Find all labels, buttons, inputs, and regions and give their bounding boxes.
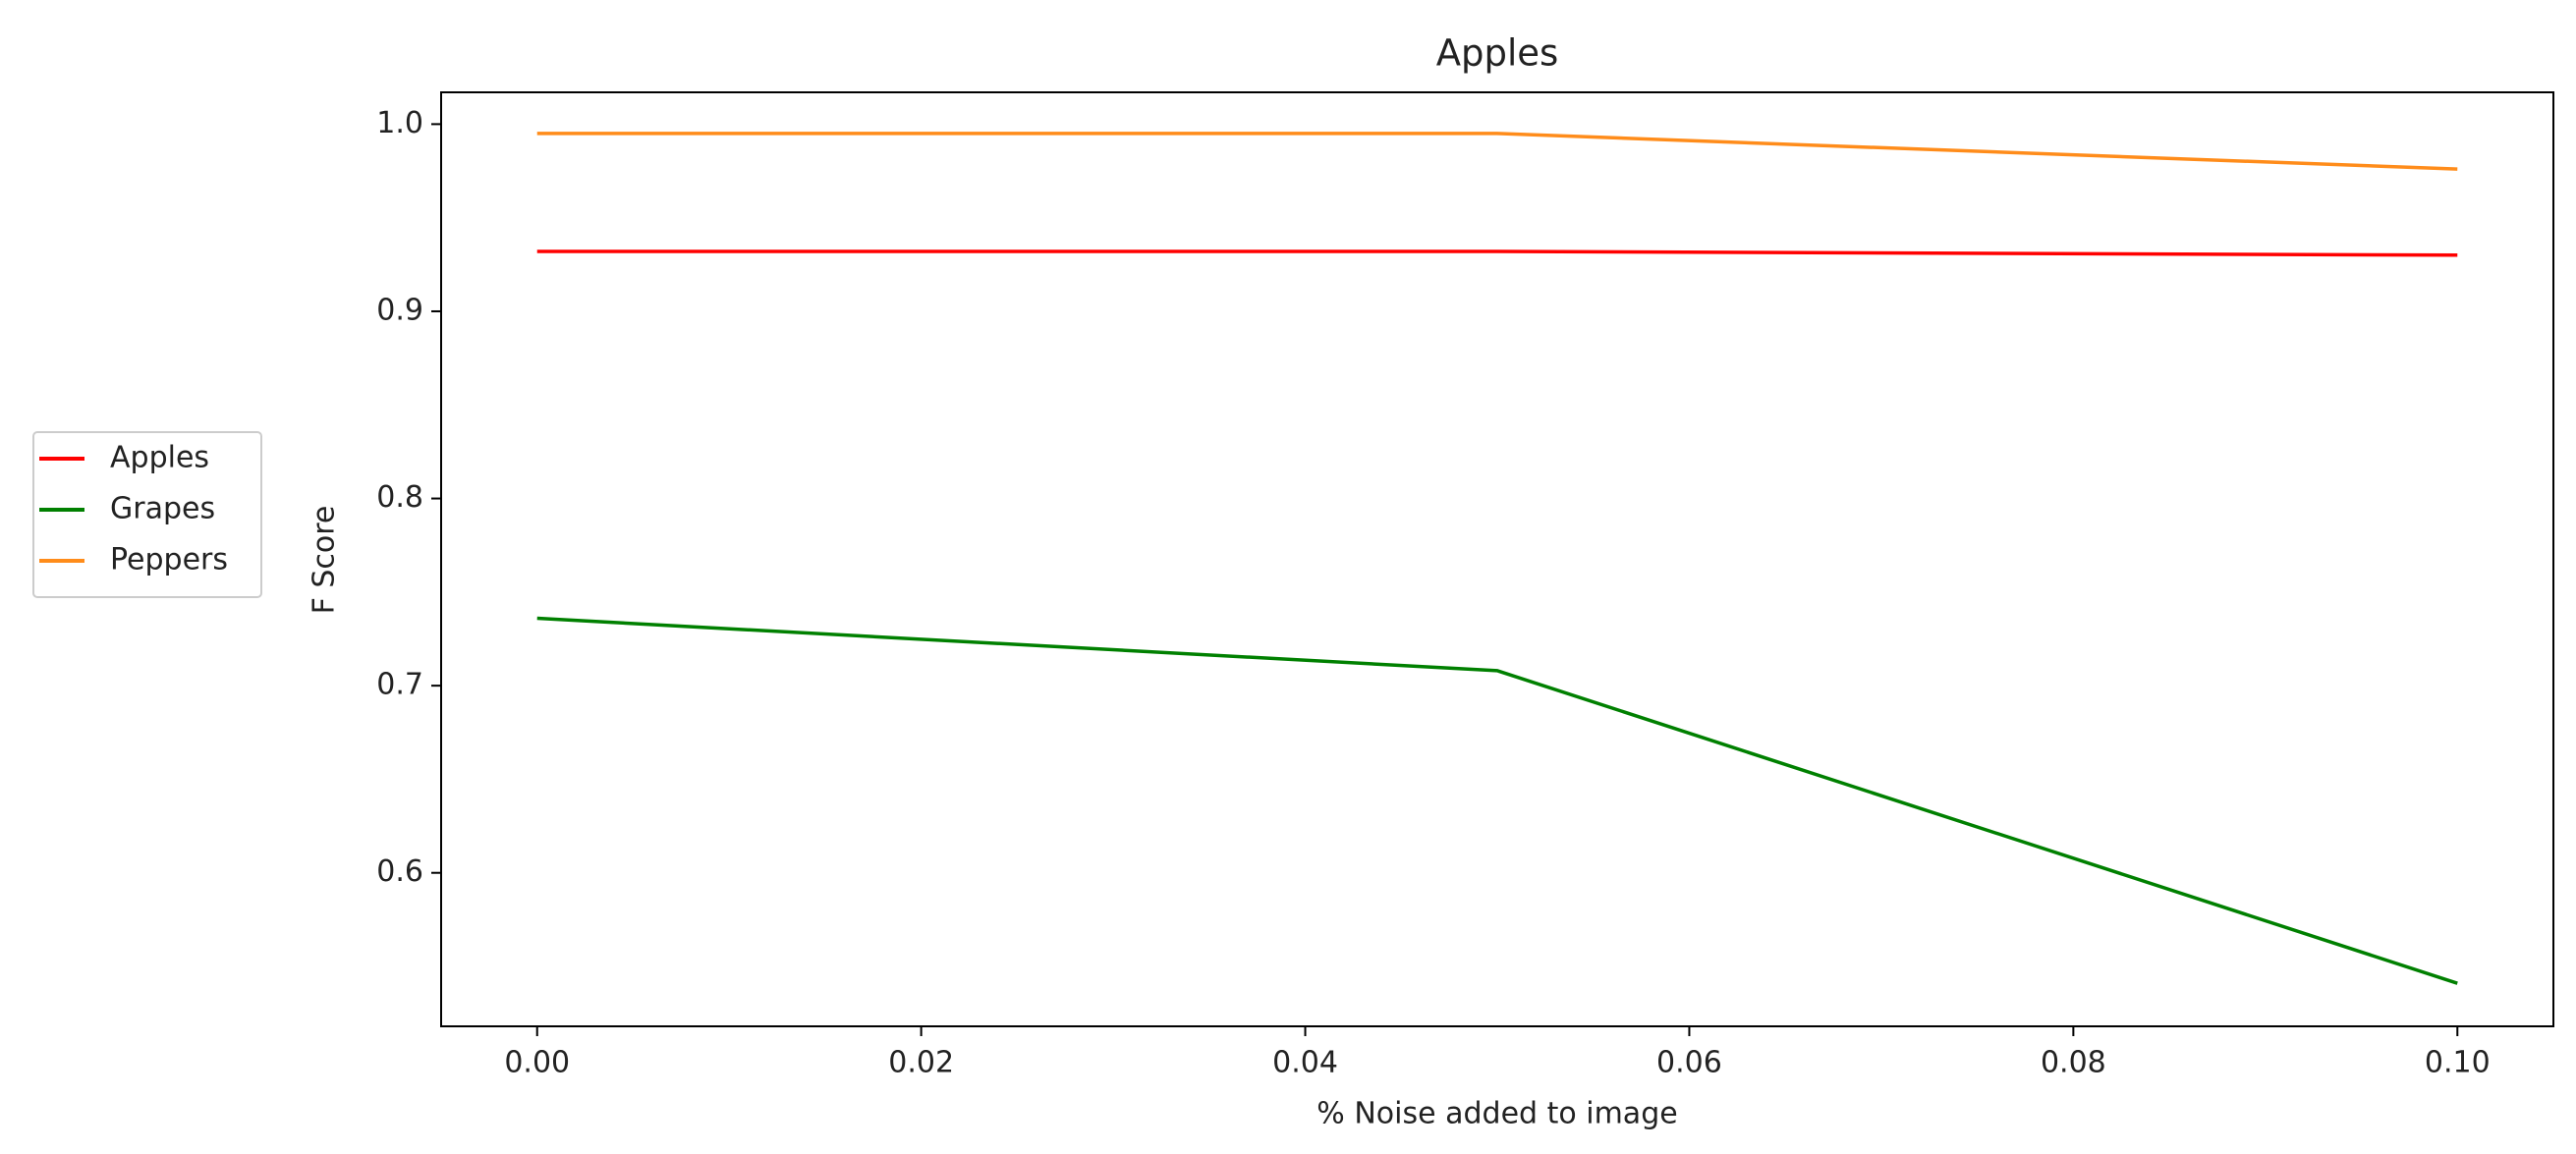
legend: Apples Grapes Peppers	[32, 431, 262, 598]
y-tick-label: 0.9	[376, 293, 423, 327]
x-tick-label: 0.10	[2425, 1046, 2491, 1080]
y-tick-label: 0.6	[376, 854, 423, 889]
legend-label: Peppers	[110, 543, 228, 577]
x-tick-label: 0.00	[504, 1046, 570, 1080]
y-tick-label: 0.8	[376, 480, 423, 515]
legend-frame	[32, 431, 262, 598]
y-tick-label: 0.7	[376, 668, 423, 702]
chart-title: Apples	[1436, 32, 1559, 75]
series-line	[536, 249, 2458, 257]
series-line	[536, 616, 2458, 985]
x-tick-label: 0.06	[1656, 1046, 1722, 1080]
x-tick-label: 0.02	[888, 1046, 954, 1080]
series-line	[536, 132, 2458, 171]
x-axis-label: % Noise added to image	[1316, 1097, 1677, 1131]
legend-label: Apples	[110, 441, 209, 475]
x-tick-label: 0.04	[1272, 1046, 1338, 1080]
x-tick-label: 0.08	[2041, 1046, 2106, 1080]
y-tick-label: 1.0	[376, 106, 423, 140]
plot-frame	[440, 91, 2554, 1027]
y-axis-label: F Score	[308, 506, 342, 615]
legend-label: Grapes	[110, 492, 215, 526]
